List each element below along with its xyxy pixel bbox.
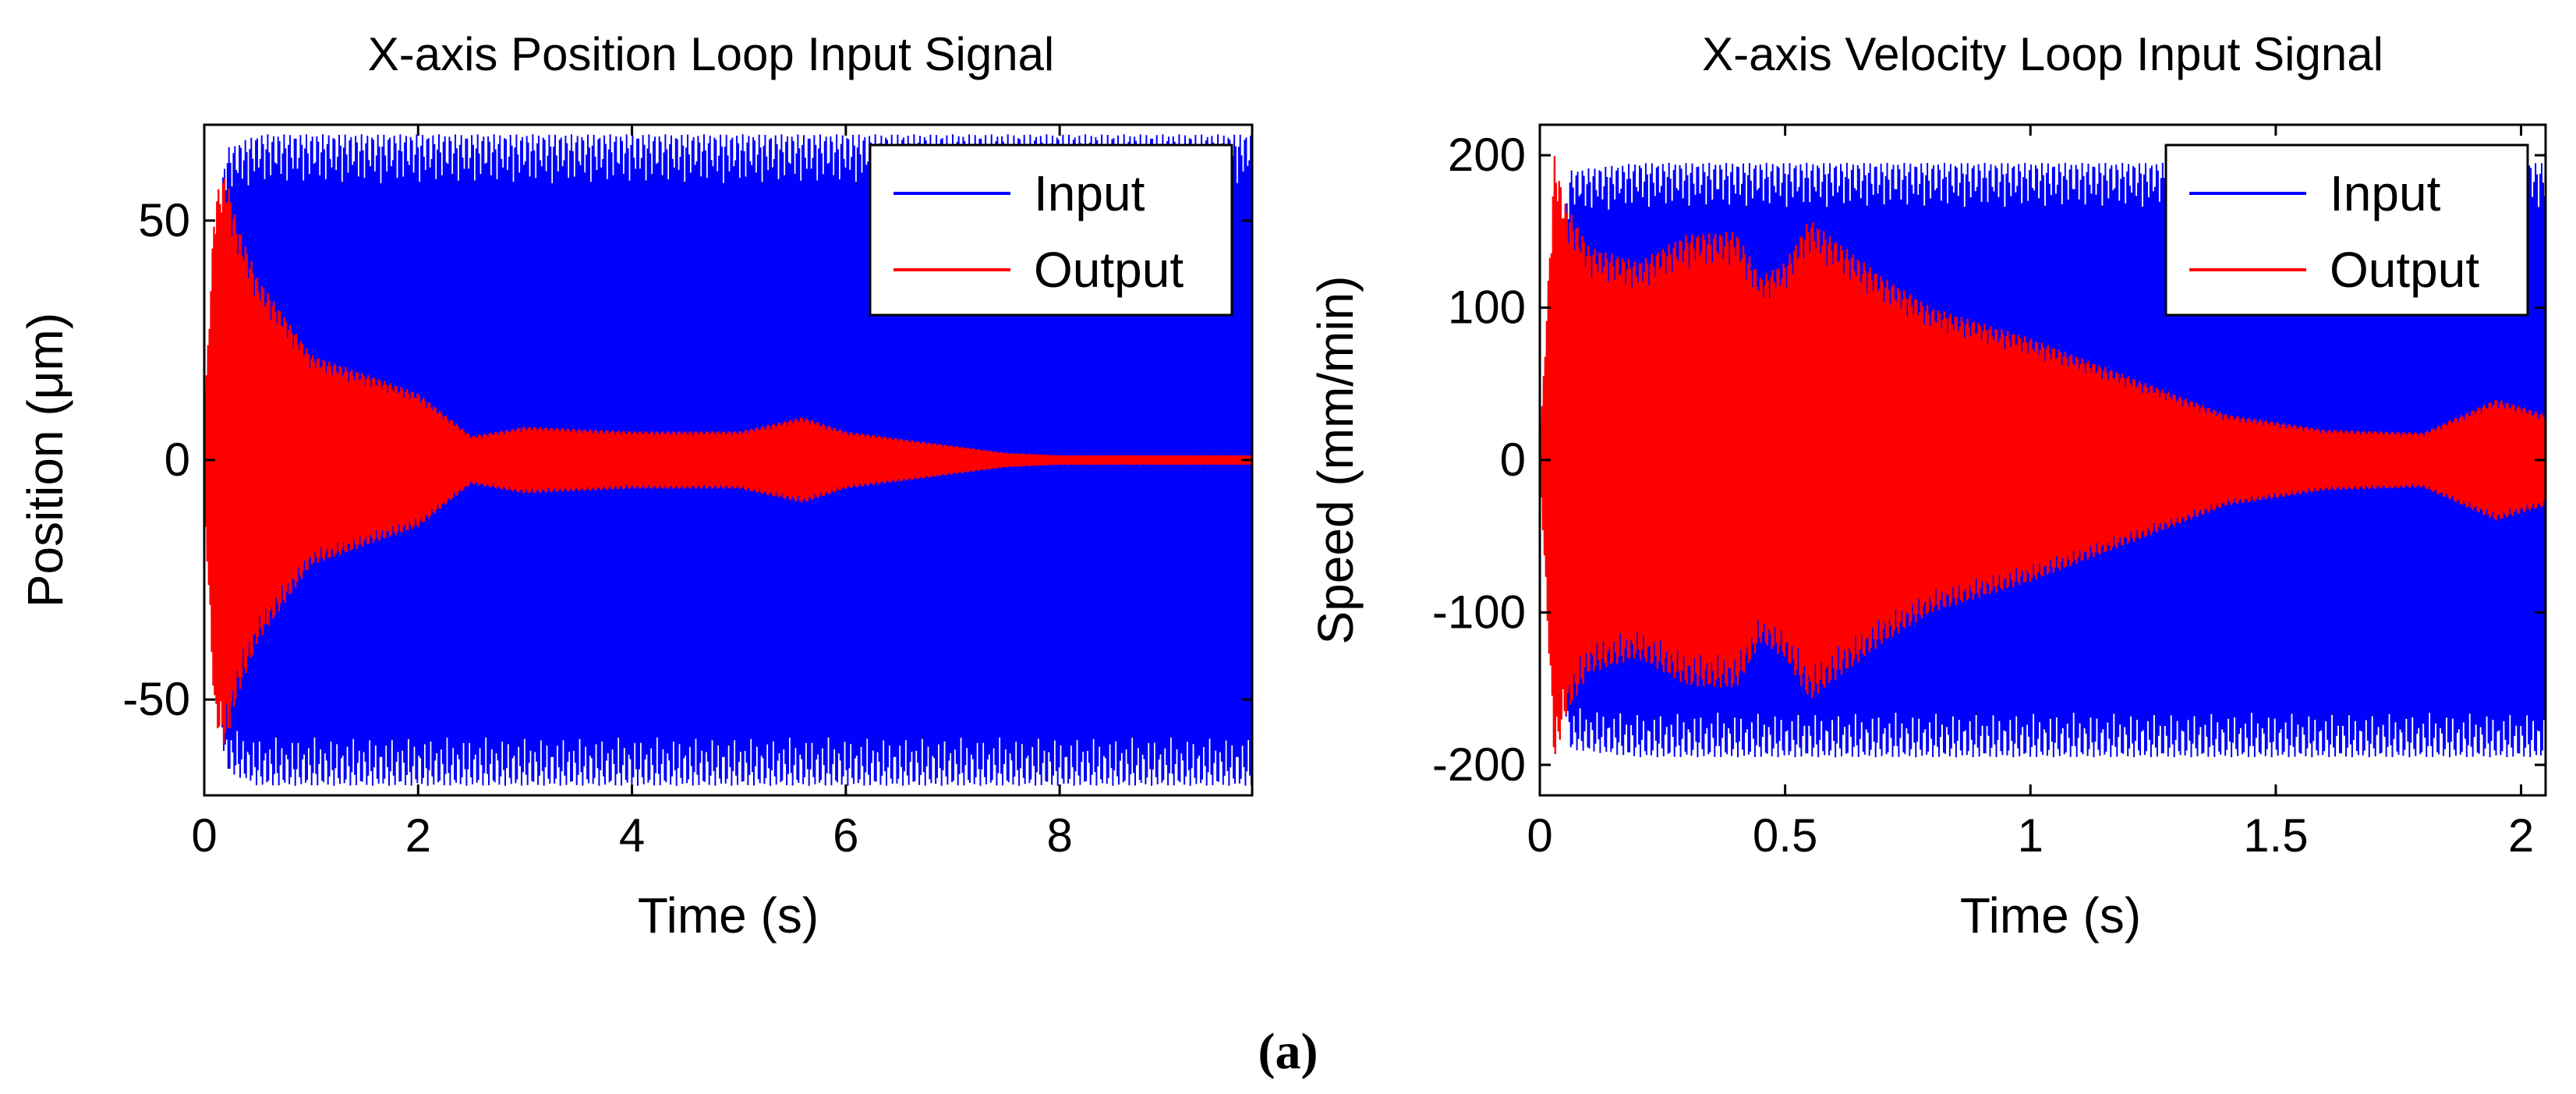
- y-axis-label: Speed (mm/min): [1307, 276, 1364, 645]
- series-layer: [1540, 156, 2546, 758]
- axis-ticks: 0 0.5 1 1.5 2 -200 -100 0 100 200: [1432, 125, 2546, 862]
- x-tick-label: 8: [1046, 809, 1072, 862]
- position-loop-panel: X-axis Position Loop Input Signal 0 2 4 6 8 -…: [17, 28, 1254, 944]
- y-tick-label: 50: [138, 194, 190, 246]
- figure-caption: (a): [1258, 1023, 1318, 1080]
- x-tick-label: 0.5: [1753, 809, 1817, 862]
- x-tick-label: 1.5: [2243, 809, 2308, 862]
- legend: Input Output: [869, 143, 1233, 317]
- legend-label-input: Input: [1034, 165, 1145, 221]
- velocity-loop-panel: X-axis Velocity Loop Input Signal 0 0.5 1 1…: [1307, 28, 2547, 944]
- y-tick-label: -200: [1432, 738, 1526, 791]
- series-line-output: [204, 178, 1252, 744]
- legend-box: [869, 143, 1233, 317]
- x-axis-label: Time (s): [1960, 887, 2141, 944]
- axis-ticks: 0 2 4 6 8 -50 0 50: [122, 125, 1252, 862]
- x-axis-label: Time (s): [638, 887, 819, 944]
- legend-label-input: Input: [2330, 165, 2441, 221]
- chart-title: X-axis Position Loop Input Signal: [368, 28, 1055, 80]
- series-line-input: [208, 134, 1252, 786]
- x-tick-label: 0: [1527, 809, 1552, 862]
- series-line-output: [1540, 156, 2546, 755]
- legend-label-output: Output: [1034, 242, 1184, 298]
- y-tick-label: -100: [1432, 586, 1526, 638]
- y-tick-label: 100: [1448, 281, 1526, 334]
- series-layer: [204, 134, 1252, 786]
- y-tick-label: 0: [165, 434, 190, 486]
- legend-label-output: Output: [2330, 242, 2479, 298]
- x-tick-label: 1: [2018, 809, 2043, 862]
- x-tick-label: 0: [191, 809, 217, 862]
- x-tick-label: 2: [2508, 809, 2534, 862]
- y-tick-label: 0: [1500, 434, 1526, 486]
- legend-box: [2164, 143, 2529, 317]
- y-axis-label: Position (μm): [17, 313, 73, 607]
- y-tick-label: -50: [122, 673, 190, 725]
- x-tick-label: 4: [619, 809, 645, 862]
- chart-title: X-axis Velocity Loop Input Signal: [1702, 28, 2383, 80]
- x-tick-label: 6: [833, 809, 858, 862]
- x-tick-label: 2: [405, 809, 431, 862]
- legend: Input Output: [2164, 143, 2529, 317]
- y-tick-label: 200: [1448, 129, 1526, 181]
